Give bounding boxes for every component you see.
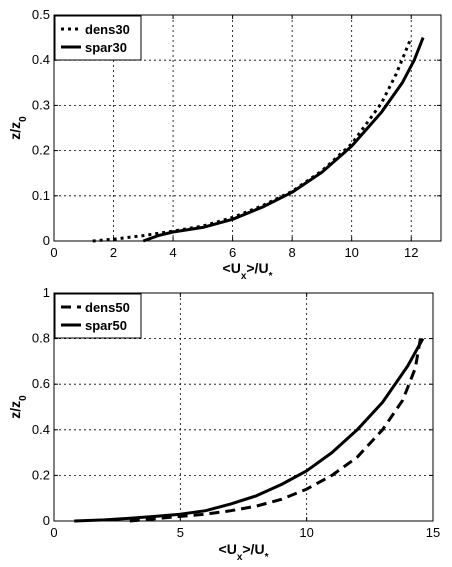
y-tick-label: 0.1 bbox=[32, 188, 50, 203]
y-tick-label: 1 bbox=[43, 285, 50, 300]
chart-1: 0 2 4 6 8 10 12 0 0.1 0.2 0.3 0.4 0.5 dens30 spar30 bbox=[32, 7, 442, 260]
x-tick-label: 0 bbox=[50, 245, 57, 260]
legend-box bbox=[54, 293, 142, 339]
x-tick-label: 10 bbox=[299, 525, 313, 540]
x-tick-label: 6 bbox=[229, 245, 236, 260]
series-line-spar50 bbox=[74, 337, 425, 523]
y-axis-label: z/z0 bbox=[7, 395, 29, 419]
y-axis-label: z/z0 bbox=[7, 116, 29, 140]
y-tick-label: 0.6 bbox=[32, 376, 50, 391]
y-tick-label: 0.4 bbox=[32, 422, 50, 437]
x-tick-label: 4 bbox=[169, 245, 176, 260]
legend-label-dens50: dens50 bbox=[85, 300, 130, 315]
x-axis-label: <Ux>/U* bbox=[223, 260, 273, 282]
y-tick-label: 0.3 bbox=[32, 97, 50, 112]
chart-2: 0 5 10 15 0 0.2 0.4 0.6 0.8 1 dens50 spar50 bbox=[32, 285, 440, 540]
x-tick-label: 0 bbox=[50, 525, 57, 540]
legend-label-spar50: spar50 bbox=[85, 318, 127, 333]
legend-box bbox=[54, 15, 142, 61]
y-tick-label: 0 bbox=[43, 233, 50, 248]
legend-label-dens30: dens30 bbox=[85, 22, 130, 37]
y-tick-label: 0.8 bbox=[32, 331, 50, 346]
legend-label-spar30: spar30 bbox=[85, 40, 127, 55]
y-tick-label: 0.4 bbox=[32, 52, 50, 67]
y-tick-label: 0.5 bbox=[32, 7, 50, 22]
x-tick-label: 2 bbox=[110, 245, 117, 260]
x-axis-label: <Ux>/U* bbox=[219, 541, 269, 563]
x-tick-label: 15 bbox=[426, 525, 440, 540]
series-line-dens50 bbox=[129, 338, 422, 523]
y-tick-label: 0.2 bbox=[32, 467, 50, 482]
x-tick-label: 12 bbox=[404, 245, 418, 260]
series-line-dens30 bbox=[92, 37, 413, 243]
series-line-spar30 bbox=[142, 37, 425, 243]
y-tick-label: 0.2 bbox=[32, 143, 50, 158]
x-tick-label: 8 bbox=[289, 245, 296, 260]
x-tick-label: 5 bbox=[177, 525, 184, 540]
y-tick-label: 0 bbox=[43, 513, 50, 528]
x-tick-label: 10 bbox=[344, 245, 358, 260]
